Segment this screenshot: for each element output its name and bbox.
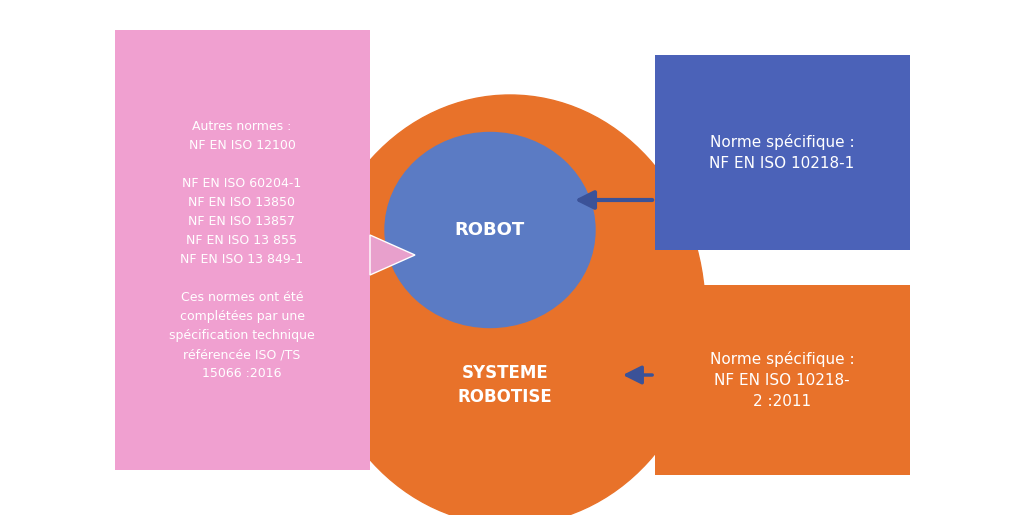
Text: ROBOT: ROBOT	[455, 221, 525, 239]
FancyBboxPatch shape	[655, 55, 910, 250]
Text: SYSTEME
ROBOTISE: SYSTEME ROBOTISE	[458, 364, 552, 406]
Text: Autres normes :
NF EN ISO 12100

NF EN ISO 60204-1
NF EN ISO 13850
NF EN ISO 138: Autres normes : NF EN ISO 12100 NF EN IS…	[169, 120, 314, 380]
Polygon shape	[370, 235, 415, 275]
Ellipse shape	[315, 95, 705, 515]
FancyBboxPatch shape	[655, 285, 910, 475]
Text: Norme spécifique :
NF EN ISO 10218-
2 :2011: Norme spécifique : NF EN ISO 10218- 2 :2…	[710, 351, 854, 409]
FancyBboxPatch shape	[115, 30, 370, 470]
Text: Norme spécifique :
NF EN ISO 10218-1: Norme spécifique : NF EN ISO 10218-1	[710, 133, 855, 170]
Ellipse shape	[385, 132, 595, 328]
